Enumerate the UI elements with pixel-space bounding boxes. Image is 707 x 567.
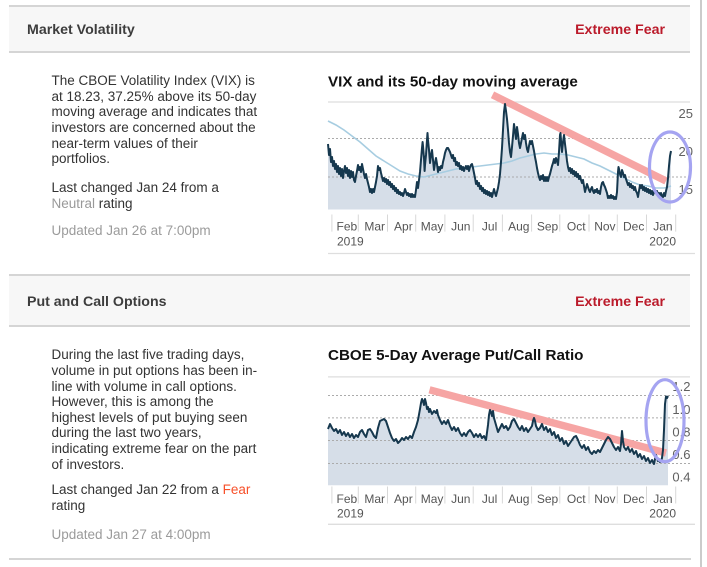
svg-text:2020: 2020 [649, 507, 676, 521]
svg-text:2020: 2020 [649, 234, 676, 248]
svg-text:Jan: Jan [653, 492, 672, 506]
svg-text:25: 25 [679, 106, 693, 121]
svg-text:Apr: Apr [394, 219, 413, 233]
svg-text:2019: 2019 [337, 234, 364, 248]
svg-text:0.4: 0.4 [672, 470, 690, 485]
svg-text:Sep: Sep [537, 219, 559, 233]
svg-text:Nov: Nov [594, 492, 615, 506]
svg-text:Oct: Oct [567, 492, 586, 506]
svg-text:0.8: 0.8 [672, 425, 690, 440]
svg-text:Jun: Jun [451, 492, 470, 506]
svg-text:Mar: Mar [364, 219, 385, 233]
svg-text:Mar: Mar [364, 492, 385, 506]
svg-text:CBOE 5-Day Average Put/Call Ra: CBOE 5-Day Average Put/Call Ratio [328, 347, 583, 364]
svg-text:Feb: Feb [337, 492, 358, 506]
svg-text:Sep: Sep [537, 492, 559, 506]
svg-text:Oct: Oct [567, 219, 586, 233]
svg-text:1.0: 1.0 [672, 402, 690, 417]
svg-text:Aug: Aug [508, 492, 529, 506]
svg-text:May: May [421, 219, 444, 233]
svg-text:Dec: Dec [623, 219, 644, 233]
svg-text:Apr: Apr [394, 492, 413, 506]
svg-text:Jul: Jul [482, 492, 497, 506]
svg-text:Nov: Nov [594, 219, 615, 233]
svg-text:VIX and its 50-day moving aver: VIX and its 50-day moving average [328, 74, 578, 91]
svg-text:2019: 2019 [337, 507, 364, 521]
svg-text:Jan: Jan [653, 219, 672, 233]
svg-text:May: May [421, 492, 444, 506]
svg-text:Feb: Feb [337, 219, 358, 233]
svg-text:Jul: Jul [482, 219, 497, 233]
svg-text:Jun: Jun [451, 219, 470, 233]
svg-text:Dec: Dec [623, 492, 644, 506]
svg-text:Aug: Aug [508, 219, 529, 233]
